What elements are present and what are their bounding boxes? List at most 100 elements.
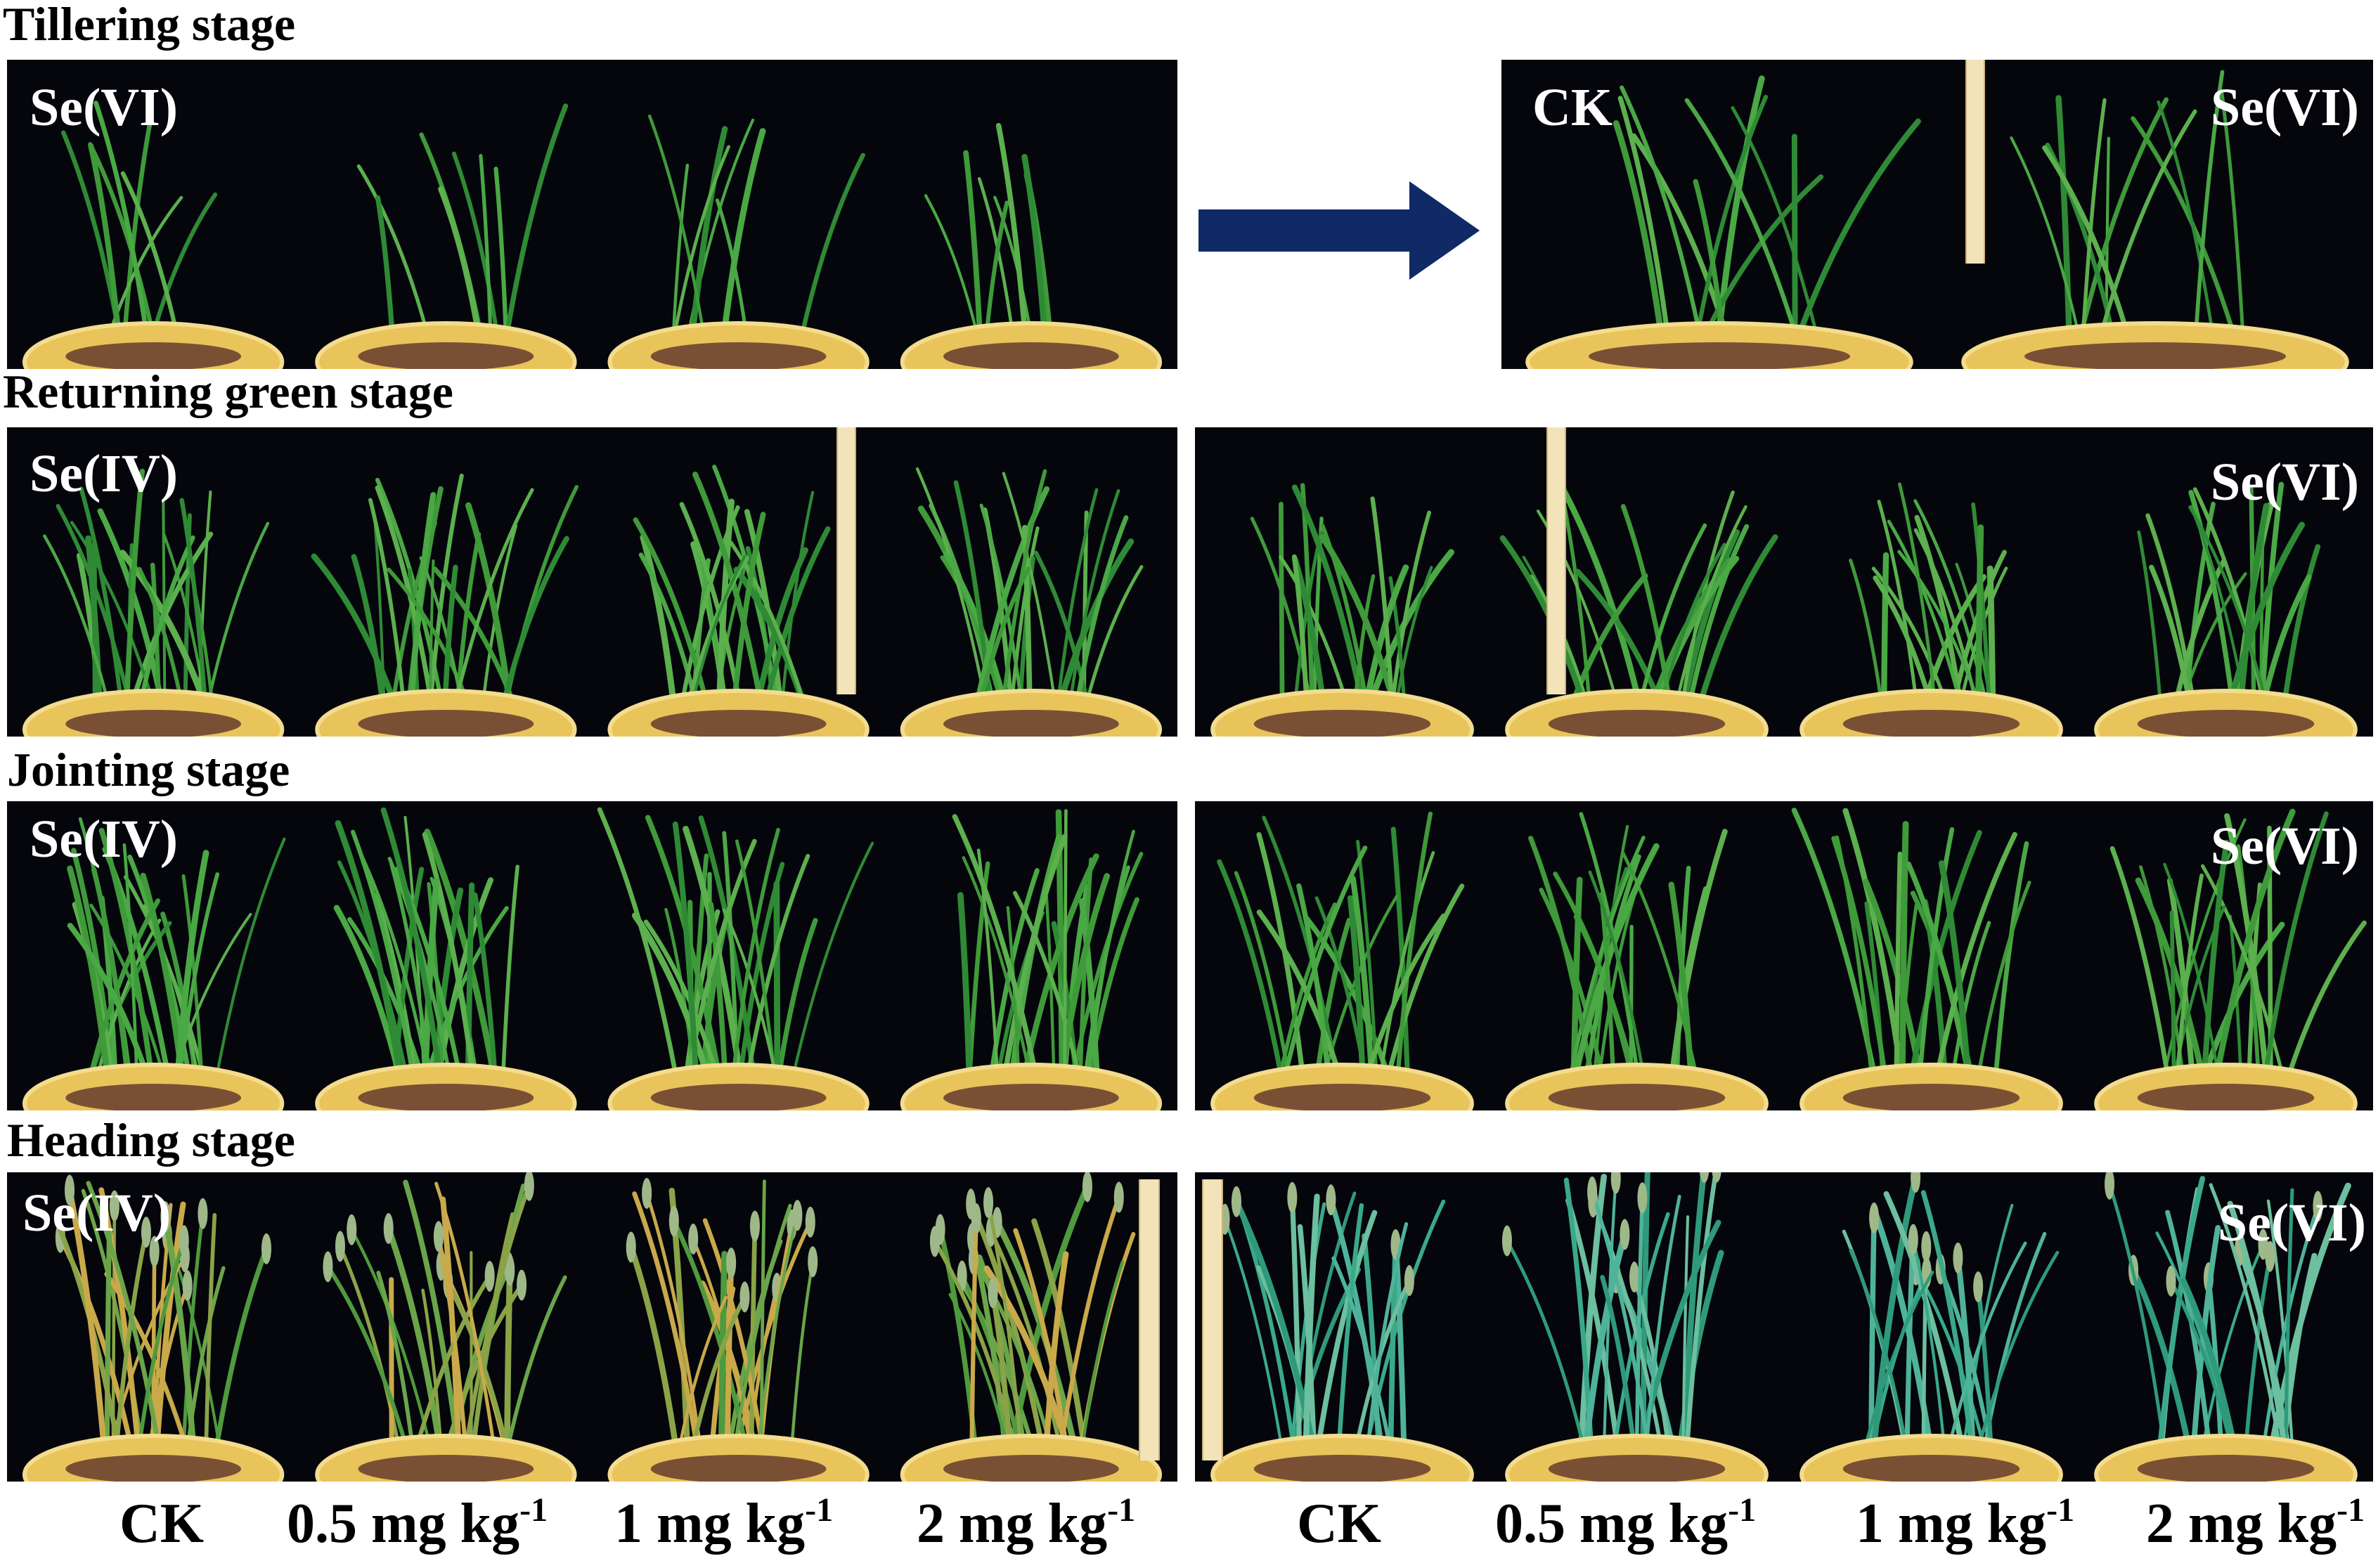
soil: [65, 1455, 241, 1482]
plant-leaf: [1620, 85, 1701, 333]
soil: [1548, 710, 1726, 737]
plant-leaf: [1217, 859, 1284, 1075]
plant-leaf: [1002, 834, 1068, 1075]
soil: [358, 1084, 534, 1110]
plant-leaf: [505, 103, 569, 333]
stage-title-heading: Heading stage: [7, 1113, 295, 1167]
plant-leaf: [2209, 1183, 2281, 1445]
plant-leaf: [1356, 839, 1378, 1074]
plant-leaf: [1977, 881, 2031, 1074]
plant-leaf: [335, 820, 403, 1075]
plant-leaf: [1894, 851, 1903, 1075]
plant-leaf: [464, 1183, 531, 1446]
plant-leaf: [1570, 876, 1583, 1075]
plant-leaf: [1797, 118, 1921, 334]
plant-leaf: [1899, 821, 1909, 1075]
stage-title-jointing: Jointing stage: [7, 743, 290, 796]
plant-leaf: [67, 865, 110, 1075]
plant-leaf: [969, 1216, 978, 1446]
plant-leaf: [178, 872, 220, 1074]
plant-leaf: [422, 831, 475, 1075]
plant-leaf: [988, 1229, 1061, 1445]
photo-jointing-se-iv: Se(IV): [7, 801, 1177, 1110]
treatment-label-left-0-5: 0.5 mg kg-1: [287, 1491, 548, 1555]
wheat-head: [739, 1281, 750, 1313]
plant-leaf: [428, 559, 435, 700]
plant-leaf: [507, 1275, 567, 1445]
plant-leaf: [1575, 569, 1661, 701]
soil: [943, 1084, 1119, 1110]
plant-leaf: [2219, 89, 2244, 332]
wheat-head: [1973, 1271, 1984, 1303]
plant-leaf: [2139, 865, 2185, 1074]
soil: [1548, 1455, 1726, 1482]
soil: [650, 1084, 827, 1110]
plant-leaf: [1291, 554, 1310, 701]
wheat-head: [983, 1187, 994, 1219]
plant-leaf: [1660, 543, 1726, 700]
plant-leaf: [350, 1228, 431, 1445]
plant-leaf: [631, 912, 709, 1075]
photo-returning-green-se-iv: Se(IV): [7, 427, 1177, 737]
plant-leaf: [679, 502, 742, 701]
plant-leaf: [86, 1181, 161, 1446]
plant-leaf: [43, 534, 109, 700]
soil: [2137, 1084, 2315, 1110]
plant-leaf: [943, 551, 1007, 701]
wheat-head: [347, 1214, 357, 1245]
plant-leaf: [1069, 488, 1120, 700]
plant-leaf: [1331, 1256, 1392, 1445]
plant-leaf: [1009, 1184, 1091, 1446]
plant-leaf: [1056, 488, 1099, 700]
wheat-head: [261, 1233, 271, 1264]
photo-returning-green-se-vi: Se(VI): [1195, 427, 2373, 737]
plant-leaf: [640, 534, 676, 701]
plant-leaf: [1975, 1284, 1993, 1446]
plant-leaf: [70, 521, 153, 700]
plant-leaf: [98, 1187, 141, 1446]
plant-leaf: [1379, 850, 1435, 1074]
plant-leaf: [1681, 529, 1740, 701]
plant-leaf: [1080, 1231, 1136, 1446]
plant-leaf: [643, 919, 718, 1075]
plant-leaf: [1588, 870, 1645, 1074]
soil: [650, 342, 827, 369]
plant-leaf: [137, 1238, 186, 1445]
soil: [1842, 710, 2020, 737]
plant-leaf: [801, 153, 865, 333]
plant-leaf: [2109, 845, 2170, 1075]
plant-leaf: [2202, 1243, 2265, 1445]
photo-tillering-se-vi: Se(VI): [7, 60, 1177, 369]
plant-leaf: [98, 827, 154, 1075]
plant-leaf: [2149, 564, 2192, 701]
plant-leaf: [139, 535, 195, 701]
plant-leaf: [1920, 1190, 1974, 1446]
plant-leaf: [1909, 829, 1982, 1075]
plant-leaf: [2269, 1182, 2351, 1446]
soil: [358, 342, 534, 369]
plant-leaf: [2042, 145, 2129, 333]
plant-leaf: [1951, 921, 1991, 1074]
plant-leaf: [1063, 809, 1068, 1074]
species-label: Se(VI): [30, 78, 179, 137]
wheat-head: [668, 1205, 679, 1237]
species-label: Se(VI): [2217, 1193, 2366, 1252]
plant-leaf: [162, 1213, 196, 1446]
soil: [1842, 1455, 2020, 1482]
plant-leaf: [1233, 1198, 1316, 1446]
plant-leaf: [2228, 521, 2306, 701]
plant-leaf: [986, 1200, 1023, 1445]
plant-leaf: [347, 916, 423, 1075]
plant-leaf: [1353, 574, 1376, 700]
photo-jointing-se-vi: Se(VI): [1195, 801, 2373, 1110]
plant-leaf: [333, 905, 402, 1075]
wheat-head: [792, 1200, 803, 1231]
wheat-head: [383, 1212, 394, 1244]
plant-leaf: [2180, 1277, 2237, 1446]
wheat-head: [971, 1203, 981, 1235]
plant-leaf: [781, 491, 815, 700]
plant-leaf: [1256, 909, 1341, 1075]
soil: [2024, 342, 2286, 369]
wheat-head: [1326, 1184, 1336, 1216]
plant-leaf: [1388, 576, 1406, 700]
